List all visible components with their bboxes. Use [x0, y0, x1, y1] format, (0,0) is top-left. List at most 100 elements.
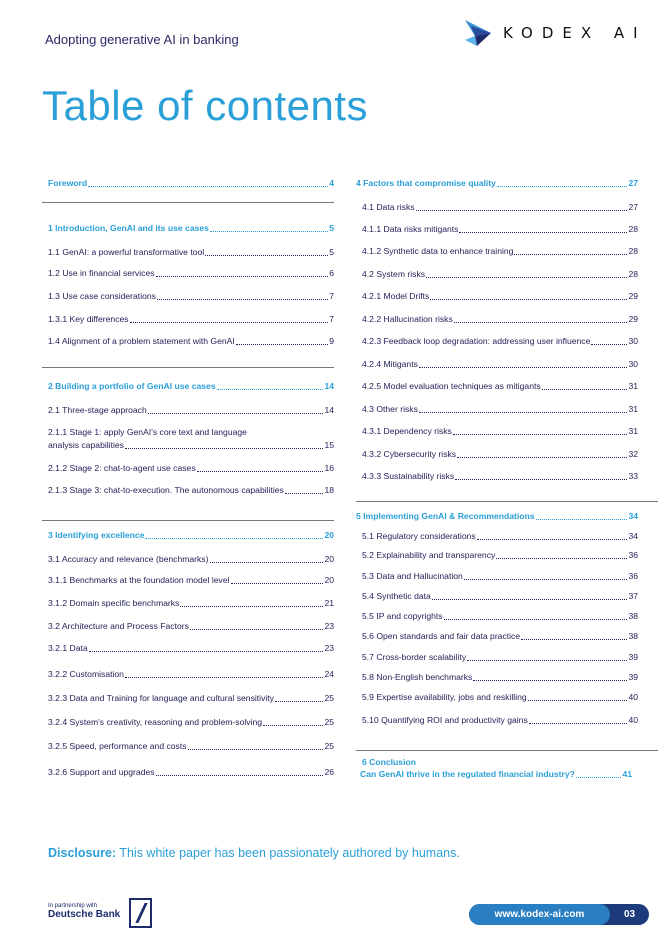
toc-entry[interactable]: 3.2.2 Customisation 24 — [48, 669, 334, 680]
toc-entry-page: 28 — [628, 246, 638, 256]
toc-entry-page: 5 — [329, 223, 334, 233]
website-link[interactable]: www.kodex-ai.com — [469, 904, 610, 925]
toc-section-entry[interactable]: 2 Building a portfolio of GenAI use case… — [48, 381, 334, 392]
toc-section-entry[interactable]: 5 Implementing GenAI & Recommendations 34 — [356, 511, 638, 522]
deutsche-bank-logo-icon — [129, 898, 152, 928]
toc-entry[interactable]: 1.2 Use in financial services 6 — [48, 268, 334, 279]
toc-entry[interactable]: 1.4 Alignment of a problem statement wit… — [48, 336, 334, 347]
toc-entry[interactable]: 5.2 Explainability and transparency 36 — [362, 550, 638, 561]
toc-entry[interactable]: 5.4 Synthetic data 37 — [362, 591, 638, 602]
toc-entry-label: 4.2 System risks — [362, 269, 426, 279]
toc-entry[interactable]: 2.1.2 Stage 2: chat-to-agent use cases 16 — [48, 463, 334, 474]
toc-entry-page: 7 — [329, 314, 334, 324]
toc-entry[interactable]: 4.2.4 Mitigants 30 — [362, 359, 638, 370]
toc-entry[interactable]: 4.1 Data risks 27 — [362, 202, 638, 213]
toc-entry[interactable]: analysis capabilities 15 — [48, 440, 334, 451]
toc-entry[interactable]: 3.1.2 Domain specific benchmarks 21 — [48, 598, 334, 609]
toc-entry[interactable]: 4.3.2 Cybersecurity risks 32 — [362, 449, 638, 460]
toc-entry-label: 3 Identifying excellence — [48, 530, 145, 540]
dot-leader — [535, 519, 628, 520]
toc-entry-label: 4.2.1 Model Drifts — [362, 291, 430, 301]
toc-entry-label: 1.1 GenAI: a powerful transformative too… — [48, 247, 205, 257]
dot-leader — [418, 367, 628, 368]
toc-entry[interactable]: 1.1 GenAI: a powerful transformative too… — [48, 247, 334, 258]
toc-entry[interactable]: 4.2 System risks 28 — [362, 269, 638, 280]
toc-entry[interactable]: 3.2.5 Speed, performance and costs 25 — [48, 741, 334, 752]
conclusion-heading[interactable]: 6 Conclusion — [362, 757, 416, 767]
dot-leader — [155, 775, 324, 776]
toc-entry[interactable]: 1.3 Use case considerations 7 — [48, 291, 334, 302]
toc-entry[interactable]: 4.1.1 Data risks mitigants 28 — [362, 224, 638, 235]
toc-entry[interactable]: 3.2 Architecture and Process Factors 23 — [48, 621, 334, 632]
divider — [42, 367, 334, 368]
toc-entry-page: 14 — [324, 405, 334, 415]
toc-entry[interactable]: 5.10 Quantifying ROI and productivity ga… — [362, 715, 638, 726]
page-title: Table of contents — [42, 82, 369, 129]
toc-section-entry[interactable]: 3 Identifying excellence 20 — [48, 530, 334, 541]
toc-entry[interactable]: 5.1 Regulatory considerations 34 — [362, 531, 638, 542]
dot-leader — [189, 629, 324, 630]
toc-section-entry[interactable]: 4 Factors that compromise quality 27 — [356, 178, 638, 189]
dot-leader — [230, 583, 324, 584]
toc-entry[interactable]: 4.2.3 Feedback loop degradation: address… — [362, 336, 638, 347]
toc-entry-label: 3.2.1 Data — [48, 643, 88, 653]
dot-leader — [496, 186, 628, 187]
dot-leader — [129, 322, 329, 323]
toc-entry[interactable]: 4.2.2 Hallucination risks 29 — [362, 314, 638, 325]
toc-entry[interactable]: 1.3.1 Key differences 7 — [48, 314, 334, 325]
toc-entry-page: 36 — [628, 571, 638, 581]
toc-entry[interactable]: 3.2.6 Support and upgrades 26 — [48, 767, 334, 778]
toc-entry[interactable]: 2.1.3 Stage 3: chat-to-execution. The au… — [48, 485, 334, 496]
toc-entry[interactable]: 5.3 Data and Hallucination 36 — [362, 571, 638, 582]
footer-pill: www.kodex-ai.com 03 — [469, 904, 649, 925]
toc-entry[interactable]: 3.2.1 Data 23 — [48, 643, 334, 654]
toc-entry[interactable]: 5.8 Non-English benchmarks 39 — [362, 672, 638, 683]
toc-entry-page: 38 — [628, 611, 638, 621]
dot-leader — [88, 651, 324, 652]
toc-entry-label: 4.3 Other risks — [362, 404, 418, 414]
toc-entry-label: 3.1 Accuracy and relevance (benchmarks) — [48, 554, 209, 564]
toc-entry-page: 23 — [324, 621, 334, 631]
toc-entry[interactable]: 5.9 Expertise availability, jobs and res… — [362, 692, 638, 703]
toc-section-entry[interactable]: Can GenAI thrive in the regulated financ… — [360, 769, 632, 780]
toc-entry-page: 30 — [628, 336, 638, 346]
toc-entry[interactable]: 2.1 Three-stage approach 14 — [48, 405, 334, 416]
toc-entry[interactable]: 3.2.3 Data and Training for language and… — [48, 693, 334, 704]
toc-entry[interactable]: 3.2.4 System's creativity, reasoning and… — [48, 717, 334, 728]
toc-entry[interactable]: 5.5 IP and copyrights 38 — [362, 611, 638, 622]
toc-entry-page: 25 — [324, 741, 334, 751]
toc-entry-label: 4.1.2 Synthetic data to enhance training — [362, 246, 514, 256]
toc-entry-label: 2.1.2 Stage 2: chat-to-agent use cases — [48, 463, 196, 473]
toc-entry-page: 36 — [628, 550, 638, 560]
disclosure-text: This white paper has been passionately a… — [116, 846, 460, 860]
toc-entry[interactable]: 3.1 Accuracy and relevance (benchmarks) 2… — [48, 554, 334, 565]
toc-entry[interactable]: 4.2.5 Model evaluation techniques as mit… — [362, 381, 638, 392]
dot-leader — [418, 412, 628, 413]
toc-entry[interactable]: 4.3.1 Dependency risks 31 — [362, 426, 638, 437]
toc-section-entry[interactable]: 1 Introduction, GenAI and its use cases 5 — [48, 223, 334, 234]
toc-section-entry[interactable]: Foreword 4 — [48, 178, 334, 189]
toc-entry[interactable]: 4.3 Other risks 31 — [362, 404, 638, 415]
kodex-logo-icon — [465, 20, 491, 46]
toc-entry-label: 1.3.1 Key differences — [48, 314, 129, 324]
dot-leader — [591, 344, 628, 345]
toc-entry[interactable]: 4.1.2 Synthetic data to enhance training… — [362, 246, 638, 257]
toc-entry-page: 6 — [329, 268, 334, 278]
dot-leader — [453, 322, 628, 323]
toc-entry-page: 32 — [628, 449, 638, 459]
toc-entry[interactable]: 5.6 Open standards and fair data practic… — [362, 631, 638, 642]
toc-entry[interactable]: 5.7 Cross-border scalability 39 — [362, 652, 638, 663]
toc-entry-page: 37 — [628, 591, 638, 601]
toc-entry[interactable]: 3.1.1 Benchmarks at the foundation model… — [48, 575, 334, 586]
dot-leader — [426, 277, 628, 278]
dot-leader — [457, 457, 628, 458]
toc-entry-page: 31 — [628, 426, 638, 436]
toc-entry[interactable]: 4.2.1 Model Drifts 29 — [362, 291, 638, 302]
toc-entry[interactable]: 4.3.3 Sustainability risks 33 — [362, 471, 638, 482]
toc-entry-label: 1.3 Use case considerations — [48, 291, 156, 301]
dot-leader — [473, 680, 628, 681]
dot-leader — [452, 434, 628, 435]
toc-entry-page: 40 — [628, 715, 638, 725]
toc-entry-page: 26 — [324, 767, 334, 777]
dot-leader — [496, 558, 628, 559]
